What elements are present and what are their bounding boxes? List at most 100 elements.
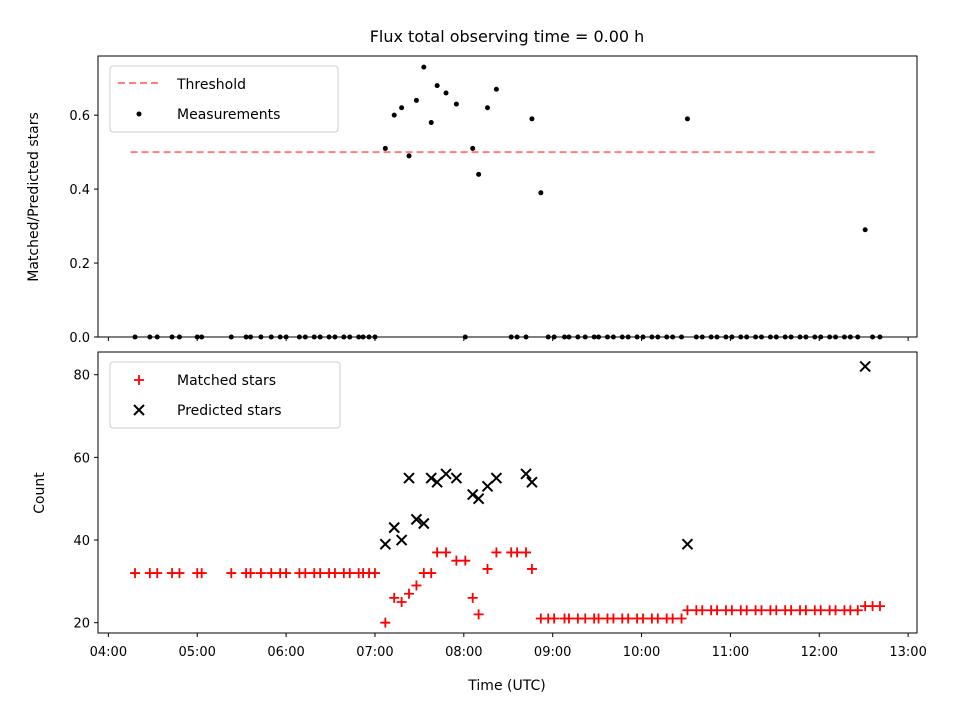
matched-star-marker bbox=[380, 617, 391, 628]
x-tick-label: 10:00 bbox=[623, 645, 660, 660]
bottom-y-axis-label: Count bbox=[32, 472, 48, 514]
matched-star-marker bbox=[852, 605, 863, 616]
x-tick-label: 07:00 bbox=[356, 645, 393, 660]
top-y-tick-label: 0.2 bbox=[69, 257, 90, 272]
matched-star-marker bbox=[467, 592, 478, 603]
matched-star-marker bbox=[623, 613, 634, 624]
matched-star-marker bbox=[315, 568, 326, 579]
matched-legend-swatch bbox=[134, 375, 144, 385]
predicted-star-marker bbox=[481, 480, 494, 493]
predicted-star-marker bbox=[859, 360, 871, 373]
measurement-point bbox=[382, 145, 388, 151]
measurement-point bbox=[399, 105, 405, 111]
measurements-legend-swatch bbox=[136, 111, 142, 117]
predicted-star-marker bbox=[472, 492, 485, 505]
bottom-plot-area: 20 40 60 80 04:00 05:00 06:00 07:00 08:00 09:00 10… bbox=[73, 351, 927, 660]
top-plot-area: 0.0 0.2 0.4 0.6 bbox=[69, 55, 918, 346]
matched-star-marker bbox=[300, 568, 311, 579]
predicted-star-marker bbox=[450, 472, 463, 484]
matched-star-marker bbox=[786, 605, 797, 616]
matched-star-marker bbox=[196, 568, 207, 579]
matched-star-marker bbox=[451, 555, 462, 566]
x-tick-label: 05:00 bbox=[178, 645, 215, 660]
predicted-star-marker bbox=[526, 476, 538, 488]
matched-star-marker bbox=[549, 613, 560, 624]
matched-star-marker bbox=[226, 568, 237, 579]
bottom-legend-box bbox=[109, 361, 341, 429]
matched-star-marker bbox=[526, 563, 537, 574]
matched-star-marker bbox=[652, 613, 663, 624]
matched-star-marker bbox=[512, 547, 523, 558]
top-legend-box bbox=[109, 65, 339, 133]
measurement-point bbox=[391, 112, 397, 118]
measurement-point bbox=[413, 97, 419, 103]
predicted-star-marker bbox=[403, 472, 415, 484]
bottom-legend: Matched stars Predicted stars bbox=[109, 361, 341, 429]
matched-star-marker bbox=[255, 568, 266, 579]
matched-star-marker bbox=[152, 568, 163, 579]
top-y-tick-label: 0.6 bbox=[69, 109, 90, 124]
matched-star-marker bbox=[389, 592, 400, 603]
matched-star-marker bbox=[404, 588, 415, 599]
matched-star-marker bbox=[482, 563, 493, 574]
matched-star-marker bbox=[726, 605, 737, 616]
matched-star-marker bbox=[830, 605, 841, 616]
measurement-point bbox=[453, 101, 459, 107]
bottom-y-tick-label: 80 bbox=[73, 369, 90, 384]
matched-star-marker bbox=[638, 613, 649, 624]
predicted-star-marker bbox=[440, 468, 452, 480]
bottom-axes-frame bbox=[97, 351, 918, 634]
measurement-point bbox=[538, 190, 544, 196]
measurement-point bbox=[862, 227, 868, 233]
matched-star-marker bbox=[432, 547, 443, 558]
measurements-legend-label: Measurements bbox=[177, 107, 280, 123]
matched-star-marker bbox=[441, 547, 452, 558]
top-y-tick-label: 0.4 bbox=[69, 183, 90, 198]
matched-star-marker bbox=[712, 605, 723, 616]
x-tick-label: 04:00 bbox=[90, 645, 127, 660]
matched-star-marker bbox=[281, 568, 292, 579]
top-chart-title: Flux total observing time = 0.00 h bbox=[370, 27, 645, 46]
measurement-point bbox=[476, 171, 482, 177]
matched-star-marker bbox=[815, 605, 826, 616]
measurement-point bbox=[684, 116, 690, 122]
predicted-star-marker bbox=[681, 538, 694, 550]
measurement-point bbox=[529, 116, 535, 122]
predicted-legend-swatch bbox=[133, 404, 145, 416]
threshold-legend-label: Threshold bbox=[176, 77, 246, 93]
matched-star-marker bbox=[741, 605, 752, 616]
matched-star-marker bbox=[426, 568, 437, 579]
predicted-star-marker bbox=[425, 472, 437, 484]
matched-star-marker bbox=[676, 613, 687, 624]
predicted-star-marker bbox=[388, 521, 400, 534]
predicted-star-marker bbox=[379, 538, 392, 550]
x-tick-label: 13:00 bbox=[889, 645, 926, 660]
measurement-point bbox=[493, 86, 499, 92]
matched-star-marker bbox=[245, 568, 256, 579]
measurement-point bbox=[443, 90, 449, 96]
matched-star-marker bbox=[667, 613, 678, 624]
matched-star-marker bbox=[697, 605, 708, 616]
predicted-star-marker bbox=[395, 534, 408, 546]
matched-star-marker bbox=[682, 605, 693, 616]
x-tick-label: 12:00 bbox=[801, 645, 838, 660]
x-tick-label: 11:00 bbox=[712, 645, 749, 660]
matched-star-marker bbox=[608, 613, 619, 624]
matched-star-marker bbox=[580, 613, 591, 624]
matched-star-marker bbox=[593, 613, 604, 624]
matched-star-marker bbox=[800, 605, 811, 616]
predicted-star-marker bbox=[431, 476, 443, 488]
predicted-star-marker bbox=[466, 488, 479, 501]
matched-star-marker bbox=[521, 547, 532, 558]
measurement-point bbox=[434, 83, 440, 89]
predicted-star-marker bbox=[418, 517, 430, 530]
matched-star-marker bbox=[329, 568, 340, 579]
matched-legend-label: Matched stars bbox=[177, 373, 276, 389]
bottom-y-tick-label: 20 bbox=[73, 617, 90, 632]
measurement-point bbox=[470, 145, 476, 151]
matched-star-marker bbox=[130, 568, 141, 579]
matched-star-marker bbox=[491, 547, 502, 558]
x-axis-label: Time (UTC) bbox=[467, 678, 545, 694]
matched-star-marker bbox=[874, 601, 885, 612]
